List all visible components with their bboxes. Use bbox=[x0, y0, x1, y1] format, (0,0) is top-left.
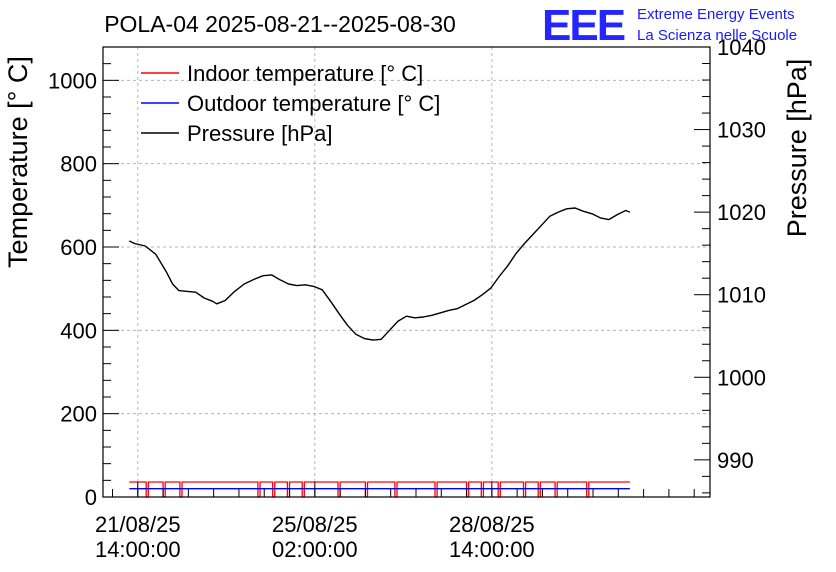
x-tick-label-date-1: 25/08/25 bbox=[272, 512, 358, 537]
y-tick-label-0: 0 bbox=[85, 485, 97, 510]
y-tick-label-800: 800 bbox=[60, 152, 97, 177]
y2-tick-label-1020: 1020 bbox=[717, 200, 766, 225]
y-tick-label-400: 400 bbox=[60, 318, 97, 343]
x-tick-label-time-1: 02:00:00 bbox=[272, 537, 358, 562]
series-layer bbox=[129, 207, 631, 498]
eee-logo: EEE Extreme Energy Events La Scienza nel… bbox=[542, 1, 797, 50]
series-line-2 bbox=[129, 207, 631, 341]
series-line-0 bbox=[129, 481, 630, 498]
legend-label-1: Outdoor temperature [° C] bbox=[187, 91, 440, 116]
y2-tick-label-1040: 1040 bbox=[717, 35, 766, 60]
x-tick-label-date-0: 21/08/25 bbox=[95, 512, 181, 537]
y2-tick-label-1030: 1030 bbox=[717, 118, 766, 143]
x-tick-label-time-2: 14:00:00 bbox=[449, 537, 535, 562]
right-axis: 990 1000 1010 1020 1030 1040 bbox=[694, 35, 766, 494]
y2-tick-label-1010: 1010 bbox=[717, 283, 766, 308]
legend-label-0: Indoor temperature [° C] bbox=[187, 61, 423, 86]
y2-axis-label: Pressure [hPa] bbox=[782, 59, 812, 238]
x-axis: 21/08/2514:00:0025/08/2502:00:0028/08/25… bbox=[95, 482, 695, 562]
y-tick-label-600: 600 bbox=[60, 235, 97, 260]
chart-title: POLA-04 2025-08-21--2025-08-30 bbox=[104, 11, 456, 37]
y-tick-label-200: 200 bbox=[60, 402, 97, 427]
x-tick-label-time-0: 14:00:00 bbox=[95, 537, 181, 562]
y-axis-label: Temperature [° C] bbox=[3, 56, 33, 268]
left-axis: 0 200 400 600 800 1000 bbox=[48, 63, 119, 510]
y2-tick-label-1000: 1000 bbox=[717, 365, 766, 390]
x-tick-label-date-2: 28/08/25 bbox=[449, 512, 535, 537]
legend-label-2: Pressure [hPa] bbox=[187, 121, 333, 146]
eee-logo-line2: La Scienza nelle Scuole bbox=[637, 27, 797, 44]
grid-lines bbox=[103, 47, 710, 497]
eee-logo-letters: EEE bbox=[542, 1, 625, 50]
y-tick-label-1000: 1000 bbox=[48, 68, 97, 93]
eee-logo-line1: Extreme Energy Events bbox=[637, 6, 795, 23]
plot-frame bbox=[102, 46, 711, 498]
y2-tick-label-990: 990 bbox=[717, 448, 754, 473]
legend: Indoor temperature [° C] Outdoor temperat… bbox=[141, 61, 440, 146]
